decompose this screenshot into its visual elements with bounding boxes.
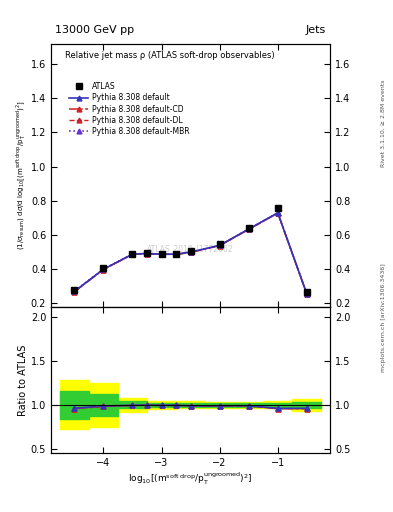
ATLAS xyxy=(101,265,106,271)
ATLAS xyxy=(275,205,280,211)
Text: 13000 GeV pp: 13000 GeV pp xyxy=(55,25,134,35)
ATLAS xyxy=(145,250,149,257)
ATLAS xyxy=(159,251,164,257)
X-axis label: log$_{10}$[(m$^{\rm soft\ drop}$/p$_{\rm T}^{\rm ungroomed}$)$^2$]: log$_{10}$[(m$^{\rm soft\ drop}$/p$_{\rm… xyxy=(129,471,253,487)
Line: ATLAS: ATLAS xyxy=(71,204,310,295)
ATLAS xyxy=(246,225,251,231)
Y-axis label: Ratio to ATLAS: Ratio to ATLAS xyxy=(18,344,28,416)
ATLAS xyxy=(188,248,193,254)
Text: Rivet 3.1.10, ≥ 2.8M events: Rivet 3.1.10, ≥ 2.8M events xyxy=(381,79,386,166)
ATLAS xyxy=(217,241,222,247)
ATLAS xyxy=(305,289,309,295)
ATLAS xyxy=(72,287,77,293)
Legend: ATLAS, Pythia 8.308 default, Pythia 8.308 default-CD, Pythia 8.308 default-DL, P: ATLAS, Pythia 8.308 default, Pythia 8.30… xyxy=(66,79,193,139)
Text: Jets: Jets xyxy=(306,25,326,35)
Text: mcplots.cern.ch [arXiv:1306.3436]: mcplots.cern.ch [arXiv:1306.3436] xyxy=(381,263,386,372)
Text: Relative jet mass ρ (ATLAS soft-drop observables): Relative jet mass ρ (ATLAS soft-drop obs… xyxy=(65,51,275,60)
ATLAS xyxy=(130,251,135,257)
Y-axis label: $(1/\sigma_{\rm resum})$ d$\sigma$/d log$_{10}$[(m$^{\rm soft\ drop}$/p$_{\rm T}: $(1/\sigma_{\rm resum})$ d$\sigma$/d log… xyxy=(15,100,28,250)
Text: ATLAS_2019_I1772062: ATLAS_2019_I1772062 xyxy=(147,244,234,253)
ATLAS xyxy=(174,251,178,257)
